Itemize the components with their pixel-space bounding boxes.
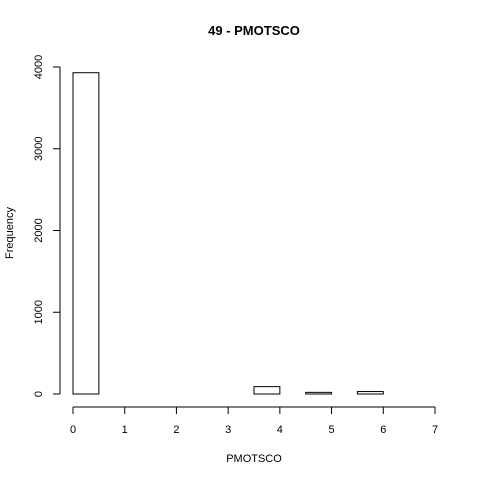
chart-title: 49 - PMOTSCO <box>208 23 300 38</box>
x-tick-label: 5 <box>329 424 335 436</box>
x-tick-label: 7 <box>432 424 438 436</box>
y-tick-label: 1000 <box>33 300 45 324</box>
histogram-bar-7 <box>253 386 281 395</box>
x-tick-label: 4 <box>277 424 283 436</box>
histogram-bar-0 <box>72 72 100 395</box>
histogram-bar-9 <box>305 391 333 395</box>
y-tick-label: 0 <box>33 391 45 397</box>
y-axis-title: Frequency <box>4 207 16 259</box>
x-tick-label: 2 <box>173 424 179 436</box>
y-tick-label: 2000 <box>33 218 45 242</box>
y-axis: 0 1000 2000 3000 4000 <box>33 55 61 397</box>
x-tick-label: 3 <box>225 424 231 436</box>
x-tick-label: 6 <box>380 424 386 436</box>
y-tick-label: 4000 <box>33 55 45 79</box>
bars-group <box>72 72 384 395</box>
x-axis-title: PMOTSCO <box>226 453 282 465</box>
x-axis: 0 1 2 3 4 5 6 7 <box>70 406 438 436</box>
histogram-bar-11 <box>356 391 384 395</box>
x-tick-label: 1 <box>122 424 128 436</box>
x-tick-label: 0 <box>70 424 76 436</box>
y-tick-label: 3000 <box>33 137 45 161</box>
